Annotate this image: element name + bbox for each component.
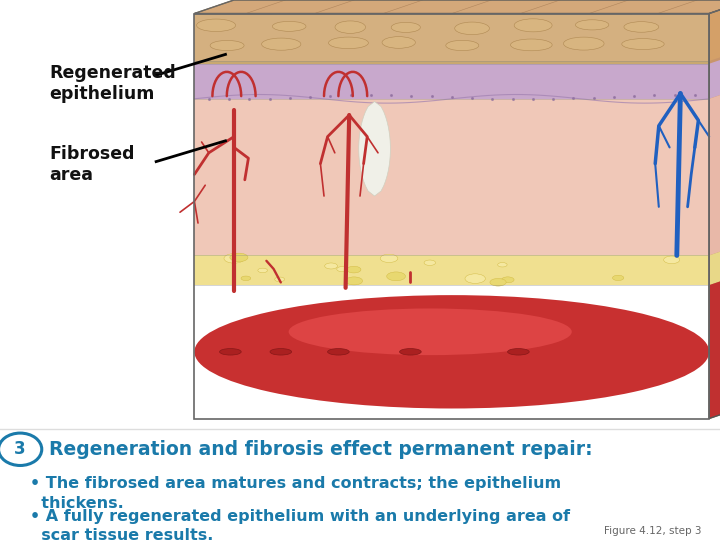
Ellipse shape <box>624 22 659 32</box>
Ellipse shape <box>664 256 680 264</box>
Ellipse shape <box>328 349 349 355</box>
Ellipse shape <box>446 40 479 51</box>
Ellipse shape <box>613 275 624 281</box>
Ellipse shape <box>510 39 552 51</box>
Ellipse shape <box>346 277 363 285</box>
Text: Fibrosed
area: Fibrosed area <box>49 145 135 184</box>
Ellipse shape <box>275 277 284 282</box>
Polygon shape <box>194 14 709 61</box>
Ellipse shape <box>335 21 366 33</box>
Ellipse shape <box>622 38 664 50</box>
Polygon shape <box>709 0 720 61</box>
Ellipse shape <box>224 254 244 263</box>
Ellipse shape <box>258 268 267 273</box>
Ellipse shape <box>337 267 348 272</box>
Polygon shape <box>194 99 709 255</box>
Text: 3: 3 <box>14 440 26 458</box>
Ellipse shape <box>328 37 369 49</box>
Ellipse shape <box>391 22 420 32</box>
Ellipse shape <box>508 349 529 355</box>
Ellipse shape <box>455 22 490 35</box>
Ellipse shape <box>490 279 506 286</box>
Ellipse shape <box>261 38 301 50</box>
Ellipse shape <box>380 254 398 262</box>
Text: Regenerated
epithelium: Regenerated epithelium <box>49 64 176 103</box>
Ellipse shape <box>210 40 244 51</box>
Ellipse shape <box>270 349 292 355</box>
Polygon shape <box>709 272 720 418</box>
Ellipse shape <box>325 263 338 269</box>
Polygon shape <box>709 0 720 418</box>
Text: • A fully regenerated epithelium with an underlying area of
  scar tissue result: • A fully regenerated epithelium with an… <box>30 509 570 540</box>
Ellipse shape <box>502 277 514 283</box>
Polygon shape <box>194 64 709 99</box>
Ellipse shape <box>241 276 251 281</box>
Polygon shape <box>709 50 720 99</box>
Ellipse shape <box>194 295 709 408</box>
Polygon shape <box>194 255 709 285</box>
Ellipse shape <box>514 19 552 32</box>
Ellipse shape <box>197 19 235 31</box>
Ellipse shape <box>575 20 609 30</box>
Polygon shape <box>194 0 720 14</box>
Ellipse shape <box>498 262 507 267</box>
Ellipse shape <box>465 274 485 284</box>
Ellipse shape <box>387 272 405 281</box>
Polygon shape <box>359 102 390 196</box>
Ellipse shape <box>230 253 248 262</box>
Ellipse shape <box>400 349 421 355</box>
Ellipse shape <box>424 260 436 266</box>
Polygon shape <box>194 61 709 68</box>
Polygon shape <box>709 85 720 255</box>
Text: Figure 4.12, step 3: Figure 4.12, step 3 <box>605 525 702 536</box>
Ellipse shape <box>289 308 572 355</box>
Ellipse shape <box>220 349 241 355</box>
Ellipse shape <box>272 22 306 31</box>
Polygon shape <box>709 242 720 285</box>
Text: • The fibrosed area matures and contracts; the epithelium
  thickens.: • The fibrosed area matures and contract… <box>30 476 562 511</box>
Text: Regeneration and fibrosis effect permanent repair:: Regeneration and fibrosis effect permane… <box>49 440 593 459</box>
Ellipse shape <box>382 37 415 48</box>
Ellipse shape <box>347 266 361 273</box>
Ellipse shape <box>564 37 604 50</box>
